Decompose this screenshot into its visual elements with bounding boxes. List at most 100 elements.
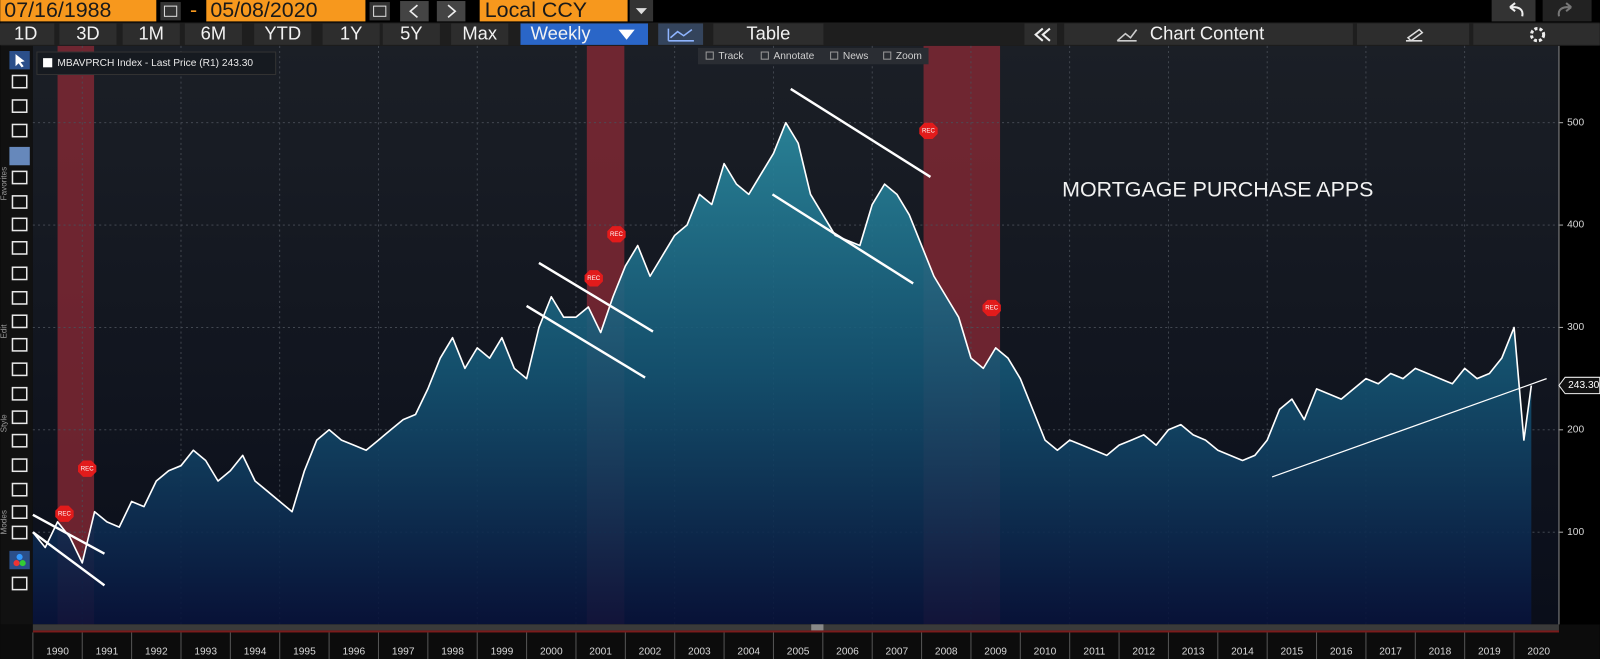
chart-tool[interactable]: News bbox=[843, 51, 868, 62]
trend-line bbox=[32, 531, 106, 587]
frequency-button[interactable] bbox=[520, 23, 649, 45]
tool-icon[interactable] bbox=[11, 99, 28, 113]
period-label: 6M bbox=[201, 23, 227, 44]
chart-tools: Track Annotate News Zoom bbox=[697, 47, 929, 65]
tool-icon[interactable] bbox=[11, 290, 28, 305]
period-label: 1Y bbox=[340, 23, 362, 44]
recession-marker bbox=[919, 122, 938, 140]
x-tick-label: 2005 bbox=[787, 647, 810, 658]
x-tick-label: 1993 bbox=[194, 647, 217, 658]
tool-icon[interactable] bbox=[11, 386, 28, 401]
date-separator: - bbox=[190, 0, 197, 22]
tool-icon[interactable] bbox=[11, 458, 28, 473]
side-label: Edit bbox=[0, 324, 8, 339]
text-tool[interactable] bbox=[9, 146, 30, 166]
recession-marker-label: REC bbox=[922, 127, 935, 134]
x-tick-label: 1998 bbox=[441, 647, 464, 658]
tool-icon[interactable] bbox=[11, 525, 28, 540]
tool-icon[interactable] bbox=[11, 123, 28, 138]
chart-tool[interactable]: Track bbox=[718, 51, 744, 62]
color-dot bbox=[16, 553, 23, 561]
collapse-button[interactable] bbox=[1024, 23, 1058, 45]
tool-icon[interactable] bbox=[883, 51, 892, 60]
tool-icon[interactable] bbox=[11, 433, 28, 448]
scrollbar[interactable] bbox=[32, 624, 1559, 631]
x-tick-label: 1992 bbox=[145, 647, 168, 658]
x-tick-label: 2011 bbox=[1083, 647, 1105, 658]
tool-icon[interactable] bbox=[11, 410, 28, 425]
tool-icon[interactable] bbox=[11, 74, 28, 89]
tool-icon[interactable] bbox=[11, 337, 28, 352]
period-label: Max bbox=[462, 23, 497, 44]
chart-tool[interactable]: Annotate bbox=[773, 51, 814, 62]
table-button[interactable] bbox=[713, 23, 824, 45]
x-tick-label: 2018 bbox=[1429, 647, 1452, 658]
side-label: Modes bbox=[0, 510, 8, 534]
period-button[interactable] bbox=[451, 23, 509, 45]
tool-icon[interactable] bbox=[11, 576, 28, 591]
y-tick-label: 400 bbox=[1567, 220, 1584, 231]
tool-icon[interactable] bbox=[11, 314, 28, 329]
x-tick-label: 2009 bbox=[984, 647, 1007, 658]
trend-line bbox=[771, 193, 914, 285]
x-tick-label: 1997 bbox=[392, 647, 415, 658]
period-button[interactable] bbox=[184, 23, 242, 45]
chart-tool[interactable]: Zoom bbox=[896, 51, 922, 62]
prev-icon bbox=[409, 4, 418, 18]
next-icon bbox=[447, 4, 457, 18]
tool-icon[interactable] bbox=[11, 195, 28, 209]
recession-marker bbox=[77, 460, 97, 477]
period-button[interactable] bbox=[0, 23, 55, 45]
settings-button[interactable] bbox=[1473, 23, 1600, 45]
period-label: 1M bbox=[138, 23, 164, 44]
chart-type-icon bbox=[667, 28, 694, 42]
legend-swatch[interactable] bbox=[43, 58, 53, 68]
chart-tools-bg bbox=[697, 47, 929, 65]
calendar-button[interactable] bbox=[160, 2, 181, 21]
trend-line bbox=[1271, 378, 1547, 478]
x-tick-label: 2004 bbox=[737, 647, 760, 658]
recession-band bbox=[57, 45, 95, 625]
x-tick-label: 2019 bbox=[1478, 647, 1501, 658]
calendar-button[interactable] bbox=[369, 2, 390, 21]
prev-button[interactable] bbox=[400, 1, 429, 22]
period-button[interactable] bbox=[59, 23, 117, 45]
recession-marker-label: REC bbox=[610, 231, 623, 238]
next-button[interactable] bbox=[436, 1, 466, 22]
side-label: Style bbox=[0, 414, 8, 433]
currency-field[interactable] bbox=[479, 0, 628, 22]
tool-icon[interactable] bbox=[11, 217, 28, 232]
plot: REC REC REC REC REC REC bbox=[32, 45, 1559, 625]
x-tick-label: 2020 bbox=[1527, 647, 1550, 658]
line bbox=[32, 121, 1533, 564]
tool-icon[interactable] bbox=[11, 170, 28, 185]
tool-icon[interactable] bbox=[760, 51, 769, 60]
recession-marker-label: REC bbox=[81, 465, 94, 472]
scroll-thumb[interactable] bbox=[811, 624, 824, 631]
tool-icon[interactable] bbox=[830, 51, 839, 60]
edit-icon bbox=[1405, 28, 1424, 42]
period-button[interactable] bbox=[382, 23, 440, 45]
recession-marker bbox=[584, 270, 603, 287]
period-button[interactable] bbox=[322, 23, 380, 45]
tool-icon[interactable] bbox=[11, 482, 28, 497]
collapse-icon bbox=[1034, 27, 1051, 42]
trend-line bbox=[790, 87, 932, 178]
recession-marker bbox=[55, 505, 74, 522]
tool-icon[interactable] bbox=[11, 362, 28, 377]
tool-icon[interactable] bbox=[11, 266, 28, 281]
tool-icon[interactable] bbox=[705, 51, 714, 60]
end-date-field[interactable] bbox=[206, 0, 366, 22]
x-tick-label: 2000 bbox=[540, 647, 563, 658]
tool-icon[interactable] bbox=[11, 505, 28, 519]
tool-icon[interactable] bbox=[11, 241, 28, 255]
chart-annotation: MORTGAGE PURCHASE APPS bbox=[1062, 177, 1373, 201]
period-button[interactable] bbox=[122, 23, 180, 45]
chart-content-button[interactable] bbox=[1064, 23, 1353, 45]
period-button[interactable] bbox=[254, 23, 312, 45]
start-date-field[interactable] bbox=[0, 0, 157, 22]
redo-icon bbox=[1557, 2, 1572, 17]
period-label: YTD bbox=[264, 23, 301, 44]
left-toolbar: Favorites Edit Style Modes bbox=[0, 45, 33, 659]
